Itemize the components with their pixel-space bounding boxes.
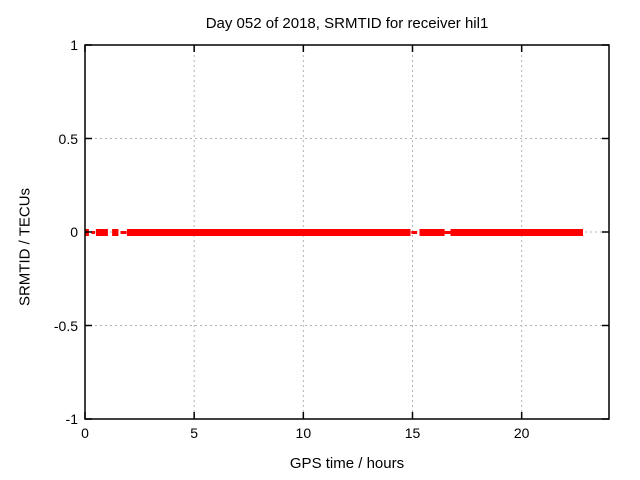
y-tick-label: -0.5 (53, 317, 78, 334)
x-axis-label: GPS time / hours (289, 455, 405, 472)
data-band-segment (419, 229, 445, 236)
data-band-segment (411, 231, 418, 234)
data-band-segment (444, 231, 451, 234)
data-band-segment (450, 229, 583, 236)
y-tick-label: 0.5 (58, 130, 78, 147)
data-band-segment (126, 229, 411, 236)
x-tick-label: 10 (295, 425, 312, 441)
x-tick-label: 20 (513, 425, 530, 441)
x-tick-label: 15 (404, 425, 421, 441)
chart-title: Day 052 of 2018, SRMTID for receiver hil… (205, 15, 489, 32)
y-tick-label: 1 (70, 37, 78, 53)
x-tick-label: 5 (190, 425, 199, 441)
data-band-segment (91, 231, 95, 234)
data-band-segment (112, 229, 119, 236)
data-band-segment (120, 231, 127, 234)
y-tick-label: -1 (65, 411, 78, 427)
x-tick-label: 0 (81, 425, 89, 441)
data-band-segment (95, 229, 108, 236)
y-tick-label: 0 (70, 224, 78, 240)
